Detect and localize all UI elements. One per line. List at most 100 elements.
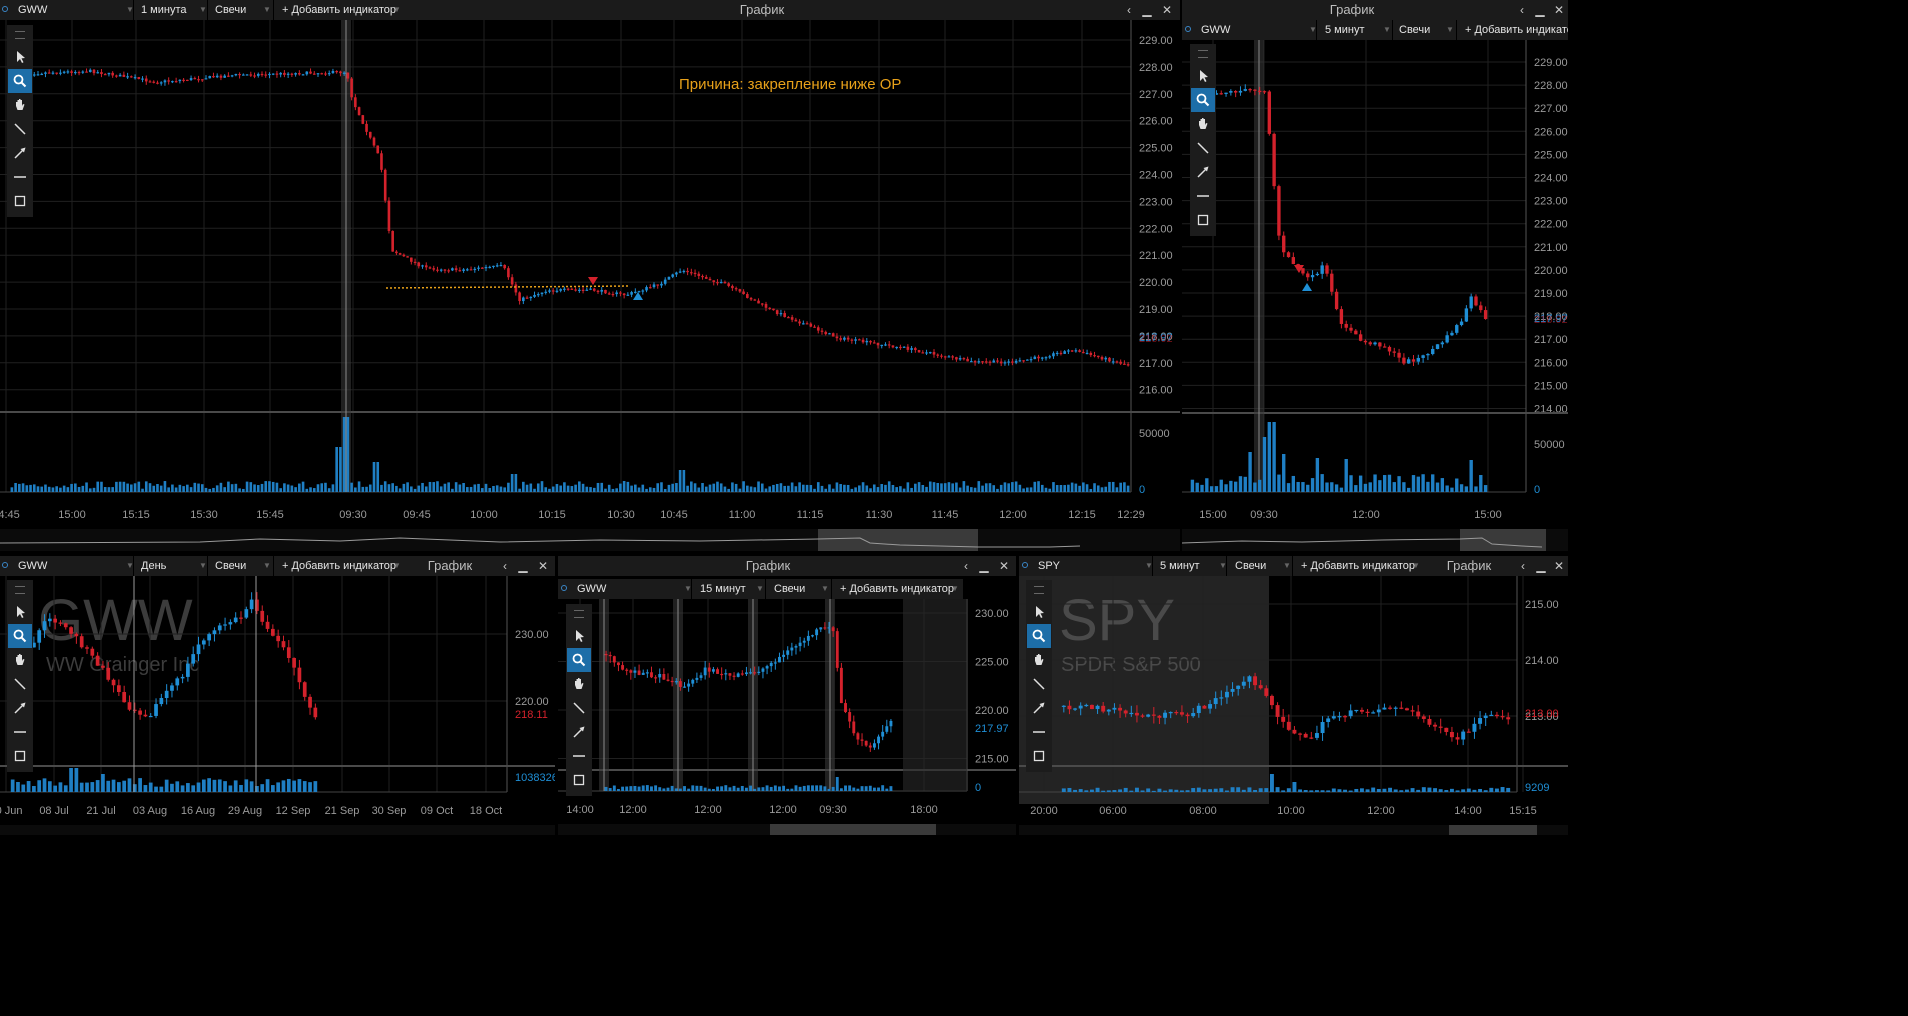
navigator-scrollbar[interactable] (1019, 825, 1568, 835)
hand-icon[interactable] (8, 93, 32, 117)
navigator-window[interactable] (770, 824, 936, 835)
hand-icon[interactable] (1191, 112, 1215, 136)
arrow-line-icon[interactable] (567, 720, 591, 744)
chevron-down-icon[interactable]: ▼ (1145, 561, 1153, 570)
chevron-down-icon[interactable]: ▼ (263, 561, 271, 570)
chevron-down-icon[interactable]: ▼ (951, 584, 959, 593)
chart-style-select[interactable]: Свечи (1399, 24, 1431, 36)
spy-chart[interactable]: 215.00 214.00 213.00 20:00 06:00 08:00 10:00 12… (1019, 576, 1568, 835)
link-icon[interactable] (1185, 26, 1191, 32)
zoom-icon[interactable] (8, 69, 32, 93)
minimize-icon[interactable]: ▁ (1535, 3, 1545, 17)
pointer-icon[interactable] (1191, 64, 1215, 88)
chart-style-select[interactable]: Свечи (215, 4, 247, 16)
m15-chart[interactable]: 230.00 225.00 220.00 215.00 14:00 12:00 12:00 1… (558, 599, 1016, 835)
navigator-scrollbar[interactable] (0, 529, 1180, 551)
main-chart[interactable]: 229.00 228.00 227.00 226.00 225.00 224.00 223.… (0, 20, 1180, 552)
drag-handle-icon[interactable] (1198, 50, 1208, 58)
chevron-down-icon[interactable]: ▼ (126, 5, 134, 14)
drag-handle-icon[interactable] (15, 31, 25, 39)
horizontal-line-icon[interactable] (567, 744, 591, 768)
rectangle-icon[interactable] (1191, 208, 1215, 232)
add-indicator-button[interactable]: + Добавить индикатор (1465, 24, 1568, 36)
zoom-icon[interactable] (1191, 88, 1215, 112)
link-icon[interactable] (2, 6, 8, 12)
symbol-field[interactable]: GWW (18, 560, 48, 572)
symbol-field[interactable]: GWW (1201, 24, 1231, 36)
interval-select[interactable]: 5 минут (1160, 560, 1200, 572)
chevron-down-icon[interactable]: ▼ (1283, 561, 1291, 570)
interval-select[interactable]: День (141, 560, 167, 572)
chevron-down-icon[interactable]: ▼ (821, 584, 829, 593)
trend-line-icon[interactable] (8, 117, 32, 141)
collapse-left-icon[interactable]: ‹ (1521, 559, 1525, 573)
hand-icon[interactable] (567, 672, 591, 696)
navigator-scrollbar[interactable] (558, 824, 1016, 835)
navigator-window[interactable] (1460, 529, 1546, 551)
trend-line-icon[interactable] (1027, 672, 1051, 696)
symbol-field[interactable]: GWW (577, 583, 607, 595)
chevron-down-icon[interactable]: ▼ (684, 584, 692, 593)
chevron-down-icon[interactable]: ▼ (1412, 561, 1420, 570)
drag-handle-icon[interactable] (574, 610, 584, 618)
horizontal-line-icon[interactable] (8, 165, 32, 189)
add-indicator-button[interactable]: + Добавить индикатор (282, 4, 397, 16)
chart-style-select[interactable]: Свечи (215, 560, 247, 572)
chevron-down-icon[interactable]: ▼ (199, 5, 207, 14)
collapse-left-icon[interactable]: ‹ (1520, 3, 1524, 17)
chevron-down-icon[interactable]: ▼ (1383, 25, 1391, 34)
horizontal-line-icon[interactable] (8, 720, 32, 744)
chevron-down-icon[interactable]: ▼ (126, 561, 134, 570)
collapse-left-icon[interactable]: ‹ (503, 559, 507, 573)
navigator-scrollbar[interactable] (1182, 529, 1568, 551)
chevron-down-icon[interactable]: ▼ (1446, 25, 1454, 34)
arrow-line-icon[interactable] (8, 696, 32, 720)
link-icon[interactable] (2, 562, 8, 568)
arrow-line-icon[interactable] (1191, 160, 1215, 184)
close-icon[interactable]: ✕ (998, 559, 1010, 573)
daily-chart[interactable]: 230.00 220.00 30 Jun 08 Jul 21 Jul 03 Aug 16 A… (0, 576, 555, 835)
rectangle-icon[interactable] (1027, 744, 1051, 768)
zoom-icon[interactable] (1027, 624, 1051, 648)
symbol-field[interactable]: GWW (18, 4, 48, 16)
pointer-icon[interactable] (8, 600, 32, 624)
navigator-scrollbar[interactable] (0, 825, 555, 835)
close-icon[interactable]: ✕ (1553, 559, 1565, 573)
chart-style-select[interactable]: Свечи (1235, 560, 1267, 572)
minimize-icon[interactable]: ▁ (518, 559, 528, 573)
chevron-down-icon[interactable]: ▼ (1219, 561, 1227, 570)
trend-line-icon[interactable] (1191, 136, 1215, 160)
trend-line-icon[interactable] (8, 672, 32, 696)
close-icon[interactable]: ✕ (537, 559, 549, 573)
horizontal-line-icon[interactable] (1191, 184, 1215, 208)
collapse-left-icon[interactable]: ‹ (1127, 3, 1131, 17)
arrow-line-icon[interactable] (1027, 696, 1051, 720)
interval-select[interactable]: 15 минут (700, 583, 746, 595)
zoom-icon[interactable] (8, 624, 32, 648)
rectangle-icon[interactable] (8, 744, 32, 768)
zoom-icon[interactable] (567, 648, 591, 672)
chevron-down-icon[interactable]: ▼ (199, 561, 207, 570)
link-icon[interactable] (1022, 562, 1028, 568)
close-icon[interactable]: ✕ (1553, 3, 1565, 17)
collapse-left-icon[interactable]: ‹ (964, 559, 968, 573)
interval-select[interactable]: 5 минут (1325, 24, 1365, 36)
hand-icon[interactable] (8, 648, 32, 672)
add-indicator-button[interactable]: + Добавить индикатор (1301, 560, 1416, 572)
rectangle-icon[interactable] (8, 189, 32, 213)
right-chart[interactable]: 229.00 228.00 227.00 226.00 225.00 224.00 223.… (1182, 40, 1568, 530)
add-indicator-button[interactable]: + Добавить индикатор (840, 583, 955, 595)
chart-style-select[interactable]: Свечи (774, 583, 806, 595)
pointer-icon[interactable] (1027, 600, 1051, 624)
chevron-down-icon[interactable]: ▼ (756, 584, 764, 593)
navigator-window[interactable] (1449, 825, 1537, 835)
interval-select[interactable]: 1 минута (141, 4, 187, 16)
add-indicator-button[interactable]: + Добавить индикатор (282, 560, 397, 572)
hand-icon[interactable] (1027, 648, 1051, 672)
pointer-icon[interactable] (567, 624, 591, 648)
drag-handle-icon[interactable] (1034, 586, 1044, 594)
chevron-down-icon[interactable]: ▼ (393, 5, 401, 14)
chevron-down-icon[interactable]: ▼ (1309, 25, 1317, 34)
horizontal-line-icon[interactable] (1027, 720, 1051, 744)
drag-handle-icon[interactable] (15, 586, 25, 594)
